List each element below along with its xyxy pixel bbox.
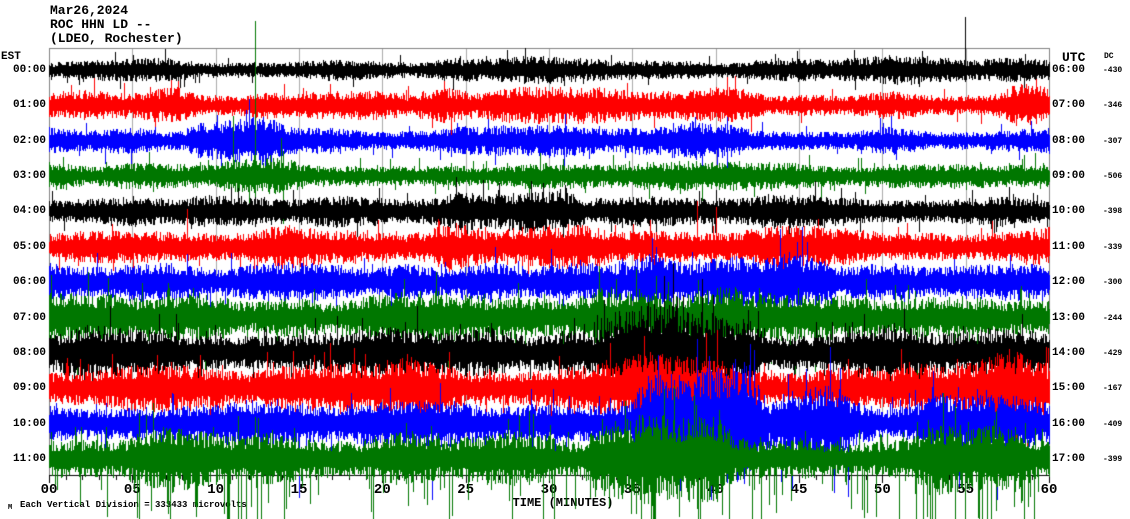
right-axis-title: UTC — [1062, 50, 1086, 65]
est-hour-label: 08:00 — [12, 346, 46, 359]
dc-value: -346 — [1103, 101, 1123, 111]
x-tick-label: 20 — [373, 482, 391, 498]
utc-hour-label: 17:00 — [1052, 452, 1086, 465]
x-tick-label: 10 — [207, 482, 225, 498]
est-hour-label: 02:00 — [12, 134, 46, 147]
x-tick-label: 45 — [790, 482, 808, 498]
utc-hour-label: 09:00 — [1052, 170, 1086, 183]
utc-hour-label: 08:00 — [1052, 134, 1086, 147]
dc-value: -430 — [1103, 66, 1123, 75]
title-date: Mar26,2024 — [50, 3, 129, 18]
utc-hour-label: 11:00 — [1052, 240, 1086, 253]
dc-value: -167 — [1103, 384, 1123, 394]
dc-column-header: DC — [1104, 52, 1114, 61]
utc-hour-label: 14:00 — [1052, 346, 1086, 359]
est-hour-label: 06:00 — [12, 276, 46, 289]
dc-value: -399 — [1103, 454, 1123, 464]
left-axis-title: EST — [1, 51, 21, 63]
est-hour-label: 09:00 — [12, 382, 46, 395]
x-tick-label: 05 — [123, 482, 141, 498]
x-tick-label: 40 — [707, 482, 725, 498]
footer-mark: M — [8, 504, 13, 512]
x-axis-title: TIME (MINUTES) — [512, 496, 614, 510]
utc-hour-label: 13:00 — [1052, 311, 1086, 324]
x-tick-label: 15 — [290, 482, 308, 498]
title-network: (LDEO, Rochester) — [50, 31, 183, 46]
est-hour-label: 05:00 — [12, 240, 46, 253]
est-hour-label: 03:00 — [12, 170, 46, 183]
utc-hour-label: 07:00 — [1052, 99, 1086, 112]
est-hour-label: 11:00 — [12, 452, 46, 465]
dc-value: -506 — [1103, 172, 1123, 182]
dc-value: -300 — [1103, 278, 1123, 288]
dc-value: -244 — [1103, 313, 1123, 323]
scale-note: Each Vertical Division = 333433 microvol… — [20, 500, 247, 510]
title-station: ROC HHN LD -- — [50, 17, 152, 32]
dc-value: -429 — [1103, 348, 1123, 358]
dc-value: -409 — [1103, 419, 1123, 429]
x-tick-label: 60 — [1040, 482, 1058, 498]
x-tick-label: 50 — [873, 482, 891, 498]
title-block: Mar26,2024 ROC HHN LD -- (LDEO, Rocheste… — [50, 4, 183, 46]
utc-hour-label: 06:00 — [1052, 64, 1086, 76]
est-hour-label: 10:00 — [12, 417, 46, 430]
dc-value: -339 — [1103, 242, 1123, 252]
x-tick-label: 55 — [957, 482, 975, 498]
est-hour-label: 04:00 — [12, 205, 46, 218]
est-hour-label: 01:00 — [12, 99, 46, 112]
est-hour-label: 07:00 — [12, 311, 46, 324]
dc-value: -398 — [1103, 207, 1123, 217]
utc-hour-label: 15:00 — [1052, 382, 1086, 395]
est-hour-label: 00:00 — [12, 64, 46, 76]
utc-hour-label: 16:00 — [1052, 417, 1086, 430]
dc-value: -307 — [1103, 136, 1123, 146]
utc-hour-label: 12:00 — [1052, 276, 1086, 289]
x-tick-label: 00 — [40, 482, 58, 498]
utc-hour-label: 10:00 — [1052, 205, 1086, 218]
